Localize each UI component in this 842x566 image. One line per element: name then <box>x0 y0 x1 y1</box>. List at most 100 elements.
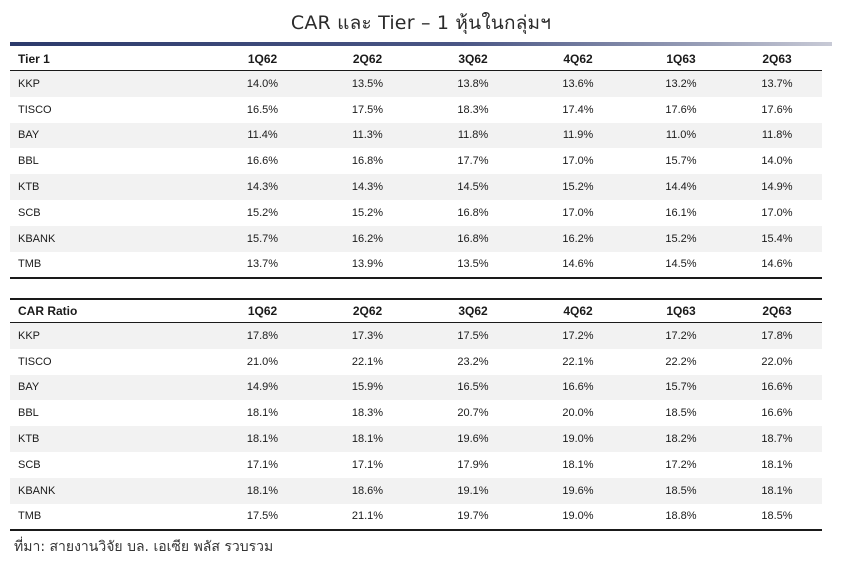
tier1-value-cell: 11.8% <box>761 129 793 142</box>
car-value-cell: 22.2% <box>665 355 697 368</box>
car-ratio-table: CAR Ratio 1Q62 2Q62 3Q62 4Q62 1Q63 2Q63 KKP 17.8… <box>10 298 822 532</box>
tier1-table-row: SCB 15.2% 15.2% 16.8% 17.0% 16.1% 17.0% <box>10 200 822 226</box>
car-bank-name: KTB <box>18 433 40 446</box>
tier1-bank-name: SCB <box>18 206 41 219</box>
car-value-cell: 15.7% <box>665 381 697 394</box>
tier1-bank-name: TMB <box>18 258 42 271</box>
car-value-cell: 20.0% <box>562 407 594 420</box>
tier1-bank-name: KTB <box>18 181 40 194</box>
tier1-value-cell: 16.2% <box>562 232 594 245</box>
car-table-row: BBL 18.1% 18.3% 20.7% 20.0% 18.5% 16.6% <box>10 400 822 426</box>
car-value-cell: 18.1% <box>246 433 279 446</box>
tier1-value-cell: 15.2% <box>665 232 697 245</box>
tier1-value-cell: 11.9% <box>562 129 594 142</box>
tier1-table-row: KBANK 15.7% 16.2% 16.8% 16.2% 15.2% 15.4% <box>10 225 822 252</box>
car-value-cell: 21.1% <box>351 510 384 523</box>
tier1-value-cell: 15.2% <box>246 206 279 219</box>
car-value-cell: 18.6% <box>351 484 384 497</box>
tier1-value-cell: 11.3% <box>352 129 383 142</box>
car-value-cell: 18.5% <box>761 510 793 523</box>
car-table-row: SCB 17.1% 17.1% 17.9% 18.1% 17.2% 18.1% <box>10 452 822 478</box>
car-value-cell: 19.1% <box>457 484 489 497</box>
tier1-value-cell: 17.7% <box>457 155 489 168</box>
tier1-value-cell: 13.8% <box>457 77 489 90</box>
tier1-bank-name: BAY <box>18 129 40 142</box>
car-value-cell: 19.6% <box>562 484 594 497</box>
car-value-cell: 16.6% <box>761 407 793 420</box>
tier1-value-cell: 14.0% <box>246 77 279 90</box>
tier1-value-cell: 15.2% <box>562 181 594 194</box>
tier1-bank-name: KBANK <box>18 232 56 245</box>
tier1-value-cell: 14.0% <box>761 155 793 168</box>
tier1-table-row: BAY 11.4% 11.3% 11.8% 11.9% 11.0% 11.8% <box>10 122 822 149</box>
tier1-header-row: Tier 1 1Q62 2Q62 3Q62 4Q62 1Q63 2Q63 <box>10 48 822 71</box>
tier1-value-cell: 17.4% <box>562 103 594 116</box>
car-column-header: 1Q62 <box>247 304 278 318</box>
tier1-value-cell: 15.7% <box>246 232 279 245</box>
tier1-table: Tier 1 1Q62 2Q62 3Q62 4Q62 1Q63 2Q63 KKP 14.0% 13… <box>10 48 822 280</box>
car-bank-name: SCB <box>18 458 41 471</box>
tier1-value-cell: 17.6% <box>761 103 793 116</box>
car-value-cell: 18.5% <box>665 484 697 497</box>
tier1-value-cell: 15.4% <box>761 232 793 245</box>
car-value-cell: 17.8% <box>246 329 279 342</box>
tier1-value-cell: 15.2% <box>351 206 384 219</box>
car-value-cell: 19.7% <box>457 510 489 523</box>
car-table-row: KKP 17.8% 17.3% 17.5% 17.2% 17.2% 17.8% <box>10 323 822 349</box>
car-value-cell: 18.1% <box>761 484 793 497</box>
tier1-bank-name: KKP <box>18 77 41 90</box>
car-bank-name: TISCO <box>18 355 52 368</box>
car-value-cell: 17.1% <box>351 458 384 471</box>
tier1-column-header: 2Q63 <box>762 52 792 66</box>
car-value-cell: 18.8% <box>665 510 697 523</box>
car-table-row: TMB 17.5% 21.1% 19.7% 19.0% 18.8% 18.5% <box>10 504 822 532</box>
car-value-cell: 20.7% <box>457 407 489 420</box>
tier1-table-row: TISCO 16.5% 17.5% 18.3% 17.4% 17.6% 17.6% <box>10 97 822 123</box>
car-value-cell: 17.8% <box>761 329 793 342</box>
car-column-header: 2Q62 <box>352 304 383 318</box>
tier1-value-cell: 14.9% <box>761 181 793 194</box>
car-value-cell: 14.9% <box>246 381 279 394</box>
car-bank-name: KBANK <box>18 484 56 497</box>
tier1-value-cell: 14.5% <box>665 258 697 271</box>
tier1-value-cell: 15.7% <box>665 155 697 168</box>
car-value-cell: 18.7% <box>761 433 793 446</box>
tier1-bank-name: TISCO <box>18 103 52 116</box>
tier1-table-row: BBL 16.6% 16.8% 17.7% 17.0% 15.7% 14.0% <box>10 148 822 174</box>
car-column-header: 2Q63 <box>762 304 792 318</box>
tier1-value-cell: 13.2% <box>665 77 697 90</box>
car-value-cell: 16.6% <box>562 381 594 394</box>
car-table-row: BAY 14.9% 15.9% 16.5% 16.6% 15.7% 16.6% <box>10 374 822 401</box>
tier1-column-header: 2Q62 <box>352 52 383 66</box>
car-value-cell: 18.5% <box>665 407 697 420</box>
tier1-value-cell: 11.4% <box>247 129 278 142</box>
tier1-value-cell: 14.6% <box>761 258 793 271</box>
car-bank-name: TMB <box>18 510 42 523</box>
car-value-cell: 18.2% <box>665 433 697 446</box>
car-value-cell: 17.3% <box>351 329 384 342</box>
tier1-value-cell: 11.0% <box>665 129 697 142</box>
car-value-cell: 18.3% <box>351 407 384 420</box>
tier1-value-cell: 16.5% <box>246 103 279 116</box>
tier1-value-cell: 17.0% <box>562 155 594 168</box>
tier1-value-cell: 16.8% <box>457 206 489 219</box>
tier1-value-cell: 17.6% <box>665 103 697 116</box>
car-value-cell: 16.5% <box>457 381 489 394</box>
tier1-column-header: 1Q62 <box>247 52 278 66</box>
tier1-value-cell: 16.8% <box>457 232 489 245</box>
car-column-header: CAR Ratio <box>18 304 78 318</box>
tier1-value-cell: 17.5% <box>351 103 384 116</box>
tier1-value-cell: 13.5% <box>457 258 489 271</box>
car-value-cell: 17.2% <box>665 458 697 471</box>
car-value-cell: 21.0% <box>246 355 279 368</box>
car-value-cell: 19.0% <box>562 510 594 523</box>
tier1-value-cell: 17.0% <box>562 206 594 219</box>
tier1-value-cell: 14.3% <box>351 181 384 194</box>
tier1-value-cell: 16.8% <box>351 155 384 168</box>
car-value-cell: 22.1% <box>351 355 384 368</box>
car-header-row: CAR Ratio 1Q62 2Q62 3Q62 4Q62 1Q63 2Q63 <box>10 298 822 323</box>
tier1-column-header: Tier 1 <box>18 52 50 66</box>
tier1-value-cell: 13.7% <box>246 258 279 271</box>
page-title: CAR และ Tier – 1 หุ้นในกลุ่มฯ <box>290 12 552 34</box>
tier1-value-cell: 14.3% <box>246 181 279 194</box>
